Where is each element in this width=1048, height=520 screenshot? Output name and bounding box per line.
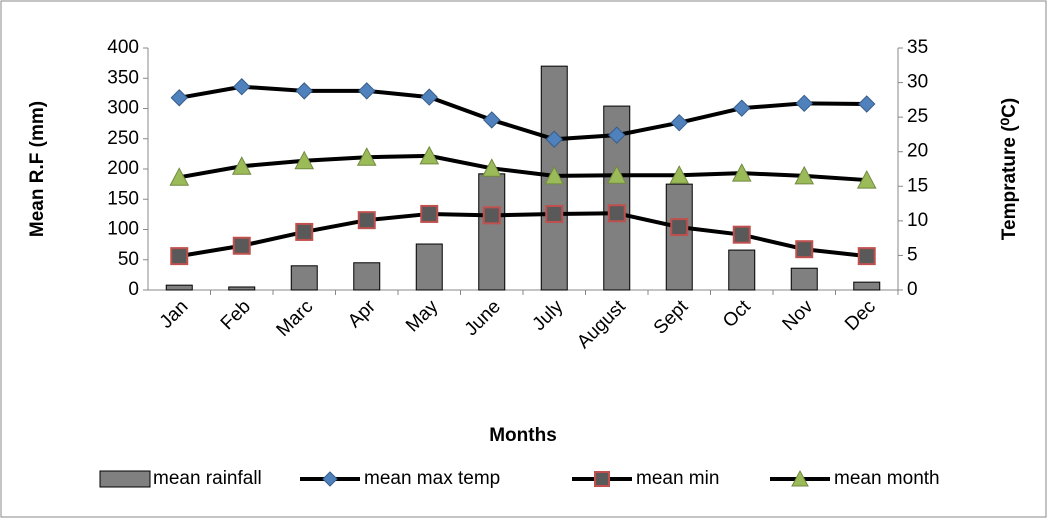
marker (856, 169, 877, 189)
marker (294, 150, 315, 170)
bar (728, 249, 756, 291)
y-tick-label: 350 (107, 67, 139, 88)
y2-tick-label: 20 (907, 141, 928, 162)
legend-marker (594, 471, 610, 487)
marker (170, 89, 188, 107)
marker (419, 145, 440, 165)
line (178, 211, 867, 259)
legend-label: mean rainfall (153, 468, 262, 489)
marker (231, 156, 252, 175)
legend-label: mean min (636, 468, 719, 489)
marker (732, 225, 751, 244)
marker (670, 218, 689, 237)
marker (233, 78, 251, 96)
line (178, 153, 867, 183)
bar (353, 262, 381, 291)
bar (228, 286, 256, 291)
marker (795, 240, 814, 259)
y-tick-label: 250 (107, 128, 139, 149)
y-tick-label: 100 (107, 219, 139, 240)
y2-tick-label: 10 (907, 210, 928, 231)
bar (290, 265, 318, 291)
y-tick-label: 50 (118, 249, 139, 270)
marker (295, 222, 314, 241)
bar (853, 281, 881, 291)
y-tick-label: 0 (128, 279, 139, 300)
y-tick-label: 400 (107, 37, 139, 58)
legend-marker (791, 469, 809, 487)
bar (415, 243, 443, 291)
marker (545, 130, 563, 148)
y2-tick-label: 15 (907, 175, 928, 196)
y2-tick-label: 0 (907, 279, 918, 300)
bar (478, 173, 506, 291)
marker (670, 113, 688, 132)
marker (232, 236, 251, 255)
marker (857, 247, 876, 266)
marker (356, 147, 377, 166)
marker (544, 165, 565, 185)
marker (420, 88, 438, 106)
x-axis-title: Months (489, 425, 557, 446)
marker (357, 211, 376, 230)
bar (790, 267, 818, 291)
legend-label: mean max temp (364, 468, 500, 489)
marker (794, 165, 815, 185)
marker (731, 163, 752, 182)
marker (545, 204, 564, 223)
y2-tick-label: 25 (907, 106, 928, 127)
marker (606, 165, 627, 184)
bar (165, 284, 193, 291)
y-tick-label: 300 (107, 98, 139, 119)
legend-label: mean month (834, 468, 940, 489)
marker (669, 165, 690, 184)
marker (858, 95, 876, 113)
marker (483, 111, 501, 129)
marker (169, 167, 190, 186)
marker (295, 82, 313, 100)
y-axis-title: Mean R.F (mm) (27, 101, 48, 237)
marker (481, 158, 502, 177)
marker (607, 204, 626, 223)
marker (608, 126, 626, 144)
marker (170, 247, 189, 266)
line (178, 84, 867, 142)
y-tick-label: 150 (107, 188, 139, 209)
marker (733, 99, 751, 117)
y2-tick-label: 35 (907, 37, 928, 58)
y2-tick-label: 5 (907, 244, 918, 265)
marker (482, 206, 501, 225)
bar (665, 183, 693, 291)
y2-tick-label: 30 (907, 72, 928, 93)
y2-axis-title: Temprature (⁰C) (999, 98, 1020, 240)
marker (795, 94, 813, 113)
marker (358, 82, 376, 100)
y-tick-label: 200 (107, 158, 139, 179)
legend-swatch (99, 470, 151, 488)
marker (420, 204, 439, 223)
legend-marker (322, 471, 338, 487)
